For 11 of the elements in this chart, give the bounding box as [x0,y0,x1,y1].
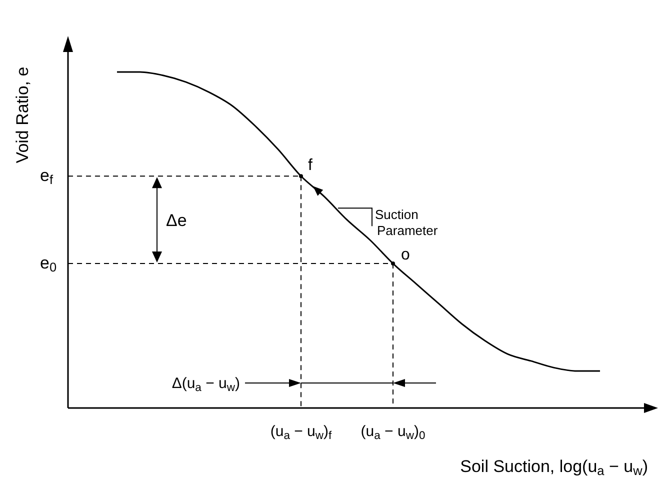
ref-line-label: e$_{0}$ [40,254,57,275]
annotation: Δe [166,210,187,230]
annotation: Suction Parameter [375,207,438,238]
annotation: o [401,246,410,264]
x-tick-label: (u$_{a}$ − u$_{w}$)$_{0}$ [360,423,426,442]
ref-line-label: e$_{f}$ [40,166,54,188]
annotation: f [308,157,313,174]
x-tick-label: (u$_{a}$ − u$_{w}$)$_{f}$ [270,423,333,442]
annotation: Δ(u$_{a}$ − u$_{w}$) [172,375,240,394]
x-axis-title: Soil Suction, log(u$_{a}$ − u$_{w}$) [460,457,648,478]
y-axis-title: Void Ratio, e [13,66,32,164]
